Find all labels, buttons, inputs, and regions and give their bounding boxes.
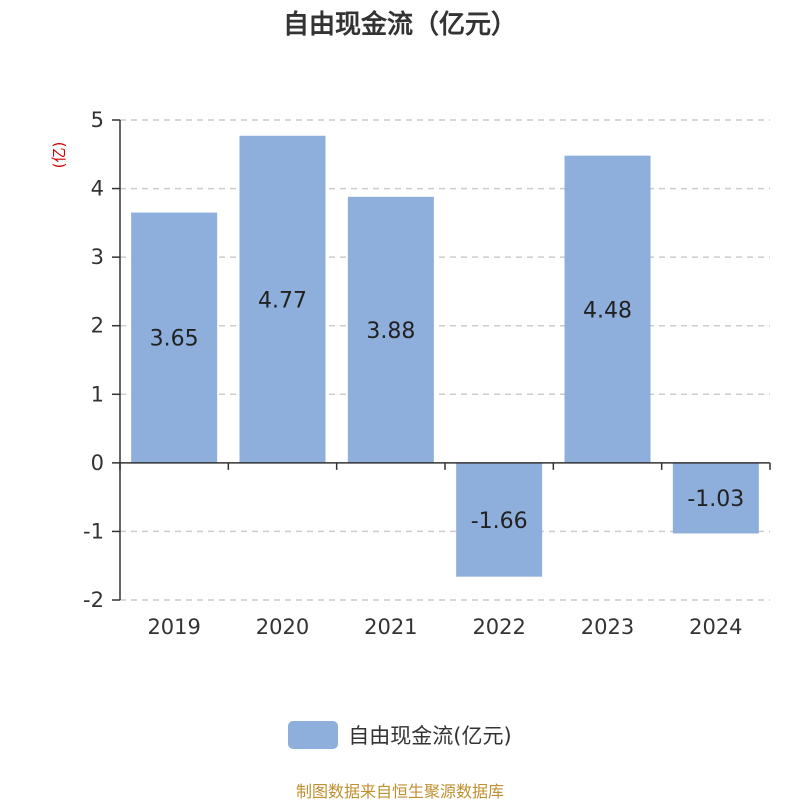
bar-2021 bbox=[347, 196, 434, 463]
bar-2019 bbox=[131, 212, 218, 463]
legend[interactable]: 自由现金流(亿元) bbox=[0, 718, 800, 752]
y-tick-label: 5 bbox=[91, 108, 104, 132]
legend-label[interactable]: 自由现金流(亿元) bbox=[348, 724, 512, 748]
y-tick-label: -1 bbox=[83, 519, 104, 543]
y-tick-label: 4 bbox=[91, 177, 104, 201]
bar-2023 bbox=[564, 155, 651, 463]
y-tick-label: 3 bbox=[91, 245, 104, 269]
bar-2022 bbox=[456, 462, 543, 577]
y-tick-label: 2 bbox=[91, 314, 104, 338]
legend-swatch[interactable] bbox=[288, 721, 339, 749]
bar-2020 bbox=[239, 135, 326, 463]
x-tick-label: 2022 bbox=[472, 615, 525, 639]
data-label: -1.03 bbox=[687, 487, 744, 512]
y-tick-label: 1 bbox=[91, 382, 104, 406]
x-tick-label: 2019 bbox=[147, 615, 200, 639]
chart-title: 自由现金流（亿元） bbox=[282, 10, 517, 40]
data-label: 3.65 bbox=[150, 327, 199, 352]
data-label: 4.77 bbox=[258, 288, 307, 313]
x-tick-label: 2023 bbox=[581, 615, 634, 639]
x-tick-label: 2021 bbox=[364, 615, 417, 639]
y-axis-unit-label: (亿) bbox=[50, 142, 68, 169]
data-label: -1.66 bbox=[471, 509, 528, 534]
bar-2024 bbox=[672, 462, 759, 534]
data-label: 3.88 bbox=[366, 319, 415, 344]
y-tick-label: 0 bbox=[91, 451, 104, 475]
source-note: 制图数据来自恒生聚源数据库 bbox=[295, 782, 504, 801]
x-tick-label: 2020 bbox=[256, 615, 309, 639]
data-label: 4.48 bbox=[583, 298, 632, 323]
y-tick-label: -2 bbox=[83, 588, 104, 612]
x-tick-label: 2024 bbox=[689, 615, 742, 639]
